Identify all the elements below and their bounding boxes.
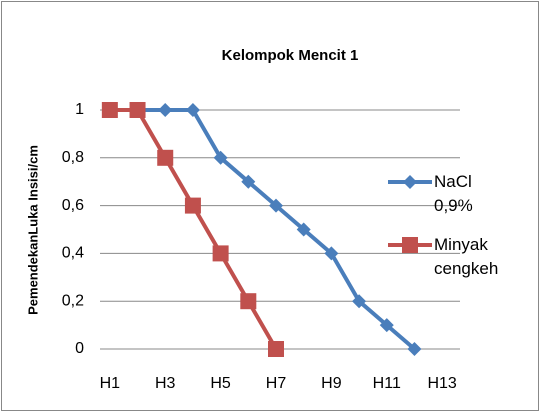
marker (212, 245, 229, 262)
marker (101, 102, 118, 118)
legend-marker (402, 237, 418, 253)
y-tick-label: 1 (75, 101, 84, 118)
x-tick-label: H11 (373, 375, 401, 392)
x-tick-label: H1 (100, 375, 121, 392)
marker (352, 294, 367, 309)
x-tick-label: H7 (266, 375, 287, 392)
marker (185, 103, 200, 117)
x-tick-label: H9 (321, 375, 342, 392)
marker (157, 149, 174, 166)
marker (184, 197, 201, 214)
legend-label: Minyak cengkeh (434, 235, 499, 278)
x-tick-label: H5 (210, 375, 231, 392)
marker (379, 318, 394, 333)
marker (129, 102, 146, 118)
y-axis-title: PemendekanLuka Insisi/cm (25, 145, 40, 315)
marker (269, 198, 283, 213)
y-tick-label: 0,8 (62, 149, 84, 166)
y-tick-label: 0 (75, 340, 84, 357)
marker (240, 293, 257, 310)
x-tick-label: H13 (427, 375, 456, 392)
marker (241, 174, 256, 189)
y-tick-label: 0,4 (62, 245, 84, 262)
marker (213, 150, 228, 165)
marker (158, 103, 173, 117)
marker (296, 222, 311, 237)
chart-title: Kelompok Mencit 1 (222, 47, 359, 64)
legend-label: NaCl 0,9% (434, 172, 473, 215)
legend-marker (403, 175, 417, 189)
marker (268, 341, 284, 357)
y-tick-label: 0,2 (62, 292, 84, 309)
marker (407, 342, 422, 356)
x-tick-label: H3 (155, 375, 176, 392)
marker (324, 246, 339, 261)
y-tick-label: 0,6 (62, 197, 84, 214)
